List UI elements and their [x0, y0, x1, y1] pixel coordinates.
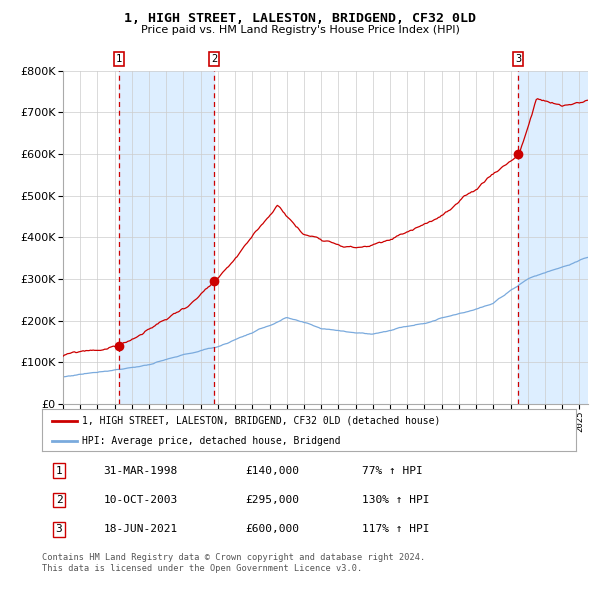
Text: 77% ↑ HPI: 77% ↑ HPI — [362, 466, 423, 476]
Text: 1: 1 — [116, 54, 122, 64]
Text: 31-MAR-1998: 31-MAR-1998 — [103, 466, 178, 476]
Text: 2: 2 — [211, 54, 217, 64]
Text: 1, HIGH STREET, LALESTON, BRIDGEND, CF32 0LD: 1, HIGH STREET, LALESTON, BRIDGEND, CF32… — [124, 12, 476, 25]
Text: £295,000: £295,000 — [245, 495, 299, 505]
Text: 2: 2 — [56, 495, 62, 505]
Text: 117% ↑ HPI: 117% ↑ HPI — [362, 525, 430, 535]
Text: 130% ↑ HPI: 130% ↑ HPI — [362, 495, 430, 505]
Text: 1: 1 — [56, 466, 62, 476]
Text: 10-OCT-2003: 10-OCT-2003 — [103, 495, 178, 505]
Text: Price paid vs. HM Land Registry's House Price Index (HPI): Price paid vs. HM Land Registry's House … — [140, 25, 460, 35]
Text: £600,000: £600,000 — [245, 525, 299, 535]
Text: 18-JUN-2021: 18-JUN-2021 — [103, 525, 178, 535]
Text: £140,000: £140,000 — [245, 466, 299, 476]
Bar — [119, 71, 214, 404]
Text: 1, HIGH STREET, LALESTON, BRIDGEND, CF32 0LD (detached house): 1, HIGH STREET, LALESTON, BRIDGEND, CF32… — [82, 416, 440, 426]
Text: HPI: Average price, detached house, Bridgend: HPI: Average price, detached house, Brid… — [82, 436, 341, 445]
Text: 3: 3 — [56, 525, 62, 535]
Text: Contains HM Land Registry data © Crown copyright and database right 2024.
This d: Contains HM Land Registry data © Crown c… — [42, 553, 425, 573]
Text: 3: 3 — [515, 54, 521, 64]
Bar — [518, 71, 588, 404]
